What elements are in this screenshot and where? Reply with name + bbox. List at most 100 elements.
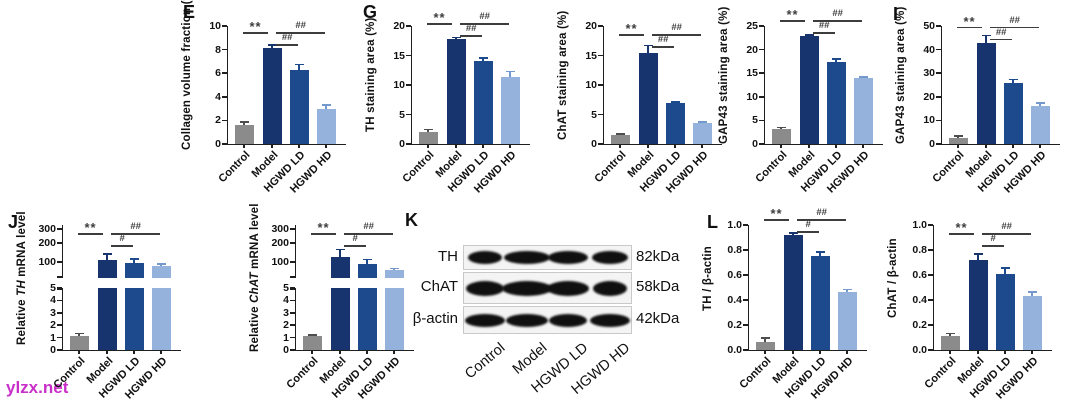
error-cap [953, 135, 963, 137]
collagen-error-control [243, 121, 245, 126]
collagen-error-hgwd-hd [325, 105, 327, 109]
y-tick-label: 10 [393, 79, 405, 91]
sig-line [276, 44, 298, 46]
y-tick-label: 0.8 [727, 244, 742, 256]
sig-label: ## [281, 32, 293, 44]
x-tick [298, 144, 300, 148]
x-label-control: Control [284, 355, 321, 392]
sig-label: ## [816, 207, 827, 218]
error-cap [760, 336, 770, 339]
y-tick-label: 4 [283, 294, 289, 307]
th-actin-error-model [792, 232, 794, 235]
y-tick-label: 15 [585, 49, 597, 62]
y-tick [289, 349, 295, 351]
y-tick [927, 299, 933, 301]
y-tick [56, 349, 62, 351]
blot-strip-th [463, 245, 632, 270]
y-tick [935, 72, 941, 75]
gap43-staining-i-error-control [957, 135, 959, 139]
sig-label: ## [363, 221, 374, 232]
collagen-error-model [271, 44, 273, 49]
x-tick [1031, 350, 1033, 354]
x-tick [862, 144, 864, 148]
sig-line [619, 34, 644, 36]
th-mrna-error-model [106, 253, 108, 261]
sig-label: ## [832, 8, 843, 20]
gap43-staining-g-bar-hgwd-hd [853, 78, 873, 144]
blot-strip--actin [463, 306, 632, 334]
chat-actin-plot: 0.0 0.2 0.4 0.6 0.8 1.0 Control Model HGWD LD HGW… [912, 220, 1052, 402]
error-cap [615, 133, 625, 135]
chat-staining-bar-hgwd-hd [692, 122, 712, 144]
x-tick [835, 144, 837, 148]
th-staining-bar-hgwd-ld [473, 61, 493, 144]
th-mrna-chart: Relative TH mRNA level 100 200 300 0 1 2 3 4 5 Con… [2, 200, 217, 406]
sig-label: ** [786, 7, 799, 23]
band-chat-hgwd-hd [593, 280, 627, 296]
chat-mrna-error-model [339, 249, 341, 258]
y-axis-label-part: mRNA level [16, 211, 28, 281]
y-tick-label: 0.8 [912, 244, 927, 256]
collagen-plot: 0 2 4 6 8 10 Control Model HGWD LD HGWD HD [209, 21, 346, 196]
band-th-hgwd-ld [548, 251, 588, 264]
x-tick [366, 350, 368, 354]
error-cap [858, 76, 868, 78]
sig-line [311, 233, 336, 235]
th-actin-error-control [764, 337, 766, 342]
collagen-bar-hgwd-hd [316, 108, 336, 144]
error-cap [804, 33, 814, 36]
y-tick-label: 100 [38, 256, 56, 268]
chat-mrna-chart: Relative ChAT mRNA level 100 200 300 0 1 2 3 4 5 C… [235, 200, 450, 406]
y-tick [289, 228, 295, 230]
y-tick [935, 48, 941, 51]
y-tick [289, 324, 295, 327]
chat-actin-error-hgwd-hd [1031, 291, 1033, 296]
y-tick [742, 249, 748, 251]
error-cap [1000, 266, 1010, 269]
panel-label-l: L [707, 212, 718, 232]
th-actin-bar-hgwd-hd [837, 291, 857, 350]
y-tick-label: 40 [923, 43, 935, 56]
chat-staining-bar-control [610, 135, 630, 144]
error-cap [156, 262, 166, 265]
chat-mrna-bar-model [330, 257, 350, 278]
band--actin-hgwd-hd [590, 313, 630, 327]
x-label-control: Control [930, 149, 967, 186]
y-tick-label: 0 [591, 138, 597, 150]
y-tick [927, 274, 933, 276]
th-staining-error-hgwd-ld [482, 57, 484, 62]
y-tick-label: 20 [746, 43, 758, 56]
y-tick-label: 15 [746, 67, 758, 80]
th-actin-bar-control [755, 341, 775, 350]
chat-mrna-error-hgwd-ld [366, 259, 368, 264]
error-cap [478, 57, 488, 59]
y-tick [405, 54, 411, 57]
x-tick [339, 350, 341, 354]
y-axis-label-part: TH [16, 280, 28, 296]
y-tick [597, 143, 603, 145]
y-tick [221, 143, 227, 145]
band-chat-hgwd-ld [547, 280, 589, 296]
y-tick [221, 96, 227, 98]
y-tick [289, 287, 295, 289]
x-tick [949, 350, 951, 354]
sig-line [982, 233, 1031, 235]
y-tick-label: 5 [283, 282, 289, 294]
sig-line [949, 233, 974, 235]
y-tick-label: 15 [393, 49, 405, 62]
error-cap [815, 251, 825, 253]
gap43-staining-g-error-hgwd-ld [835, 58, 837, 62]
y-tick-label: 0 [752, 138, 758, 150]
sig-label: ## [671, 22, 682, 33]
y-tick [758, 72, 764, 75]
sig-line [652, 46, 674, 48]
y-tick [56, 261, 62, 263]
blot-protein-label: β-actin [412, 310, 458, 327]
y-tick [221, 72, 227, 75]
y-tick-label: 0 [50, 344, 56, 356]
th-actin-plot: 0.0 0.2 0.4 0.6 0.8 1.0 Control Model HGWD LD HGW… [727, 220, 867, 402]
sig-line [111, 245, 133, 247]
y-tick [221, 119, 227, 122]
gap43-staining-i-error-hgwd-hd [1039, 102, 1041, 106]
